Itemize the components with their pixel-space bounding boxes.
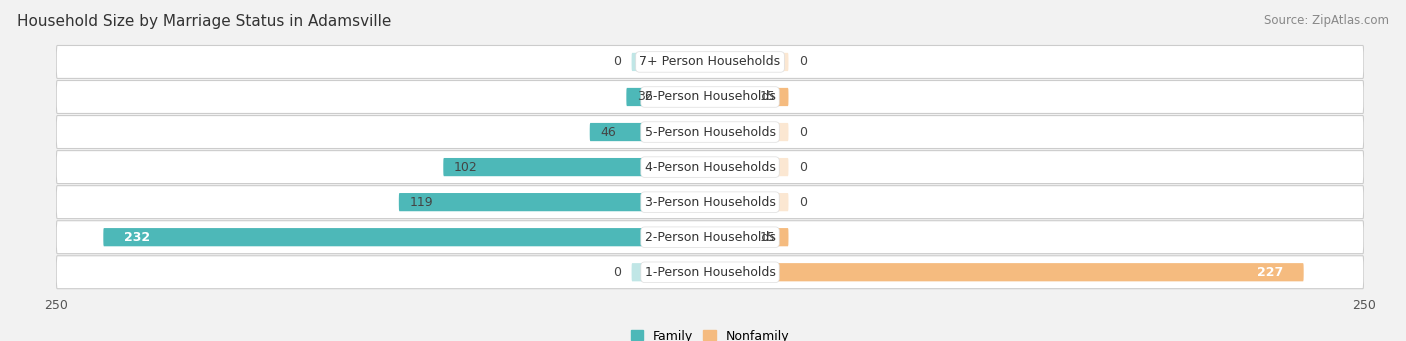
Text: 15: 15 xyxy=(759,90,776,104)
FancyBboxPatch shape xyxy=(56,256,1364,289)
Text: 3-Person Households: 3-Person Households xyxy=(644,196,776,209)
Text: 6-Person Households: 6-Person Households xyxy=(644,90,776,104)
Text: 0: 0 xyxy=(613,56,621,69)
Text: 0: 0 xyxy=(799,161,807,174)
FancyBboxPatch shape xyxy=(399,193,710,211)
Text: 119: 119 xyxy=(409,196,433,209)
Text: 32: 32 xyxy=(637,90,652,104)
Text: 1-Person Households: 1-Person Households xyxy=(644,266,776,279)
Text: 15: 15 xyxy=(759,231,776,244)
FancyBboxPatch shape xyxy=(589,123,710,141)
Text: 7+ Person Households: 7+ Person Households xyxy=(640,56,780,69)
FancyBboxPatch shape xyxy=(56,80,1364,114)
Text: 5-Person Households: 5-Person Households xyxy=(644,125,776,138)
Text: 0: 0 xyxy=(799,196,807,209)
FancyBboxPatch shape xyxy=(443,158,710,176)
FancyBboxPatch shape xyxy=(710,53,789,71)
Text: 0: 0 xyxy=(613,266,621,279)
FancyBboxPatch shape xyxy=(631,53,710,71)
Text: 227: 227 xyxy=(1257,266,1282,279)
FancyBboxPatch shape xyxy=(56,116,1364,149)
FancyBboxPatch shape xyxy=(56,45,1364,78)
Legend: Family, Nonfamily: Family, Nonfamily xyxy=(631,329,789,341)
FancyBboxPatch shape xyxy=(710,88,789,106)
Text: 0: 0 xyxy=(799,56,807,69)
FancyBboxPatch shape xyxy=(710,193,789,211)
FancyBboxPatch shape xyxy=(631,263,710,281)
FancyBboxPatch shape xyxy=(710,263,1303,281)
FancyBboxPatch shape xyxy=(56,221,1364,254)
Text: Household Size by Marriage Status in Adamsville: Household Size by Marriage Status in Ada… xyxy=(17,14,391,29)
Text: Source: ZipAtlas.com: Source: ZipAtlas.com xyxy=(1264,14,1389,27)
Text: 2-Person Households: 2-Person Households xyxy=(644,231,776,244)
Text: 102: 102 xyxy=(454,161,478,174)
Text: 232: 232 xyxy=(124,231,150,244)
FancyBboxPatch shape xyxy=(626,88,710,106)
FancyBboxPatch shape xyxy=(710,123,789,141)
Text: 4-Person Households: 4-Person Households xyxy=(644,161,776,174)
FancyBboxPatch shape xyxy=(103,228,710,246)
FancyBboxPatch shape xyxy=(56,186,1364,219)
Text: 0: 0 xyxy=(799,125,807,138)
FancyBboxPatch shape xyxy=(710,158,789,176)
FancyBboxPatch shape xyxy=(710,228,789,246)
Text: 46: 46 xyxy=(600,125,616,138)
FancyBboxPatch shape xyxy=(56,151,1364,183)
